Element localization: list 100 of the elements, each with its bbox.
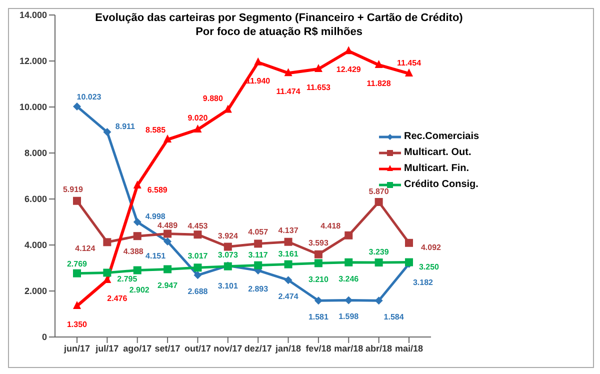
data-label: 4.388 [123,247,144,256]
point [133,180,142,188]
point [314,296,322,305]
x-tick-label: set/17 [154,343,180,354]
data-label: 2.688 [188,287,208,296]
point [73,300,81,309]
point [374,198,383,206]
point [374,60,383,68]
chart-title: Evolução das carteiras por Segmento (Financeiro + Cartão de Crédito) [94,11,464,25]
data-label: 3.239 [368,248,390,257]
x-tick-label: mai/18 [394,343,424,354]
y-tick-label: 12.000 [19,56,47,66]
data-label: 4.057 [248,228,269,237]
x-tick-label: fev/18 [306,343,332,354]
data-label: 1.350 [66,320,88,329]
data-label: 3.117 [248,250,268,260]
point [344,258,353,266]
data-label: 3.073 [218,250,238,260]
x-tick-label: ago/17 [123,343,152,354]
y-tick-label: 14.000 [19,10,47,20]
y-tick-label: 6.000 [24,194,47,204]
data-label: 2.476 [107,294,128,304]
text: Por foco de atuação R$ milhões [194,25,364,39]
y-tick-label: 0 [42,332,47,342]
point [133,266,142,274]
point [73,196,81,205]
data-label: 2.947 [158,281,178,290]
x-tick-label: jan/18 [274,343,302,354]
data-label: 3.182 [412,278,434,287]
data-label: 11.828 [366,78,392,88]
point [224,242,232,251]
point [73,102,81,110]
point [194,230,202,239]
data-label: 4.137 [278,226,299,235]
data-label: 5.919 [62,184,84,194]
point [254,57,262,66]
data-label: 9.880 [202,94,224,103]
x-tick-label: out/17 [184,343,211,354]
data-label: 3.593 [308,238,330,248]
point [254,240,262,248]
y-tick-label: 4.000 [24,240,47,250]
data-label: 3.924 [218,232,238,241]
point [194,271,202,280]
data-label: 6.589 [147,185,168,194]
data-label: 3.161 [278,249,299,258]
point [73,269,81,278]
point [284,260,292,268]
data-label: 3.101 [218,282,238,291]
data-label: 2.769 [66,259,88,268]
point [405,68,413,77]
data-label: 4.151 [146,252,166,261]
y-tick-label: 2.000 [24,286,47,296]
point [133,232,142,240]
point [374,258,383,267]
data-label: 8.585 [146,126,166,135]
point [284,276,292,284]
data-label: 12.429 [336,65,362,74]
legend-label: Crédito Consig. [404,178,478,192]
point [194,124,202,133]
data-label: 3.017 [188,252,208,261]
x-tick-label: dez/17 [244,343,272,354]
point [103,238,112,246]
x-tick-label: nov/17 [214,343,242,354]
point [103,128,112,136]
data-label: 5.870 [368,186,390,196]
point [405,238,413,247]
data-label: 2.902 [129,285,150,294]
point [133,218,142,226]
x-tick-label: jun/17 [62,343,90,354]
data-label: 1.598 [338,312,360,322]
data-label: 3.210 [308,275,330,284]
x-tick-label: abr/18 [366,343,392,354]
data-label: 11.653 [306,82,332,92]
point [164,265,172,274]
point [164,134,172,143]
point [284,238,292,246]
x-tick-label: jul/17 [94,343,119,354]
point [194,264,202,272]
data-label: 1.581 [308,312,330,322]
point [344,231,353,240]
legend-label: Multicart. Out. [404,146,472,160]
data-label: 10.023 [76,92,102,102]
data-label: 8.911 [115,122,136,132]
point [103,268,112,277]
data-label: 4.453 [188,222,208,231]
y-tick-label: 10.000 [19,102,47,112]
point [314,250,322,258]
point [284,68,292,76]
data-label: 9.020 [188,114,208,123]
data-label: 1.584 [384,312,404,322]
data-label: 2.893 [248,284,269,294]
data-label: 4.124 [75,244,96,254]
point [314,64,322,72]
point [254,261,262,270]
legend-label: Multicart. Fin. [404,162,469,176]
point [314,259,322,268]
y-tick-label: 8.000 [24,148,47,158]
legend-label: Rec.Comerciais [404,130,480,144]
point [164,238,172,246]
data-label: 4.489 [158,220,178,230]
